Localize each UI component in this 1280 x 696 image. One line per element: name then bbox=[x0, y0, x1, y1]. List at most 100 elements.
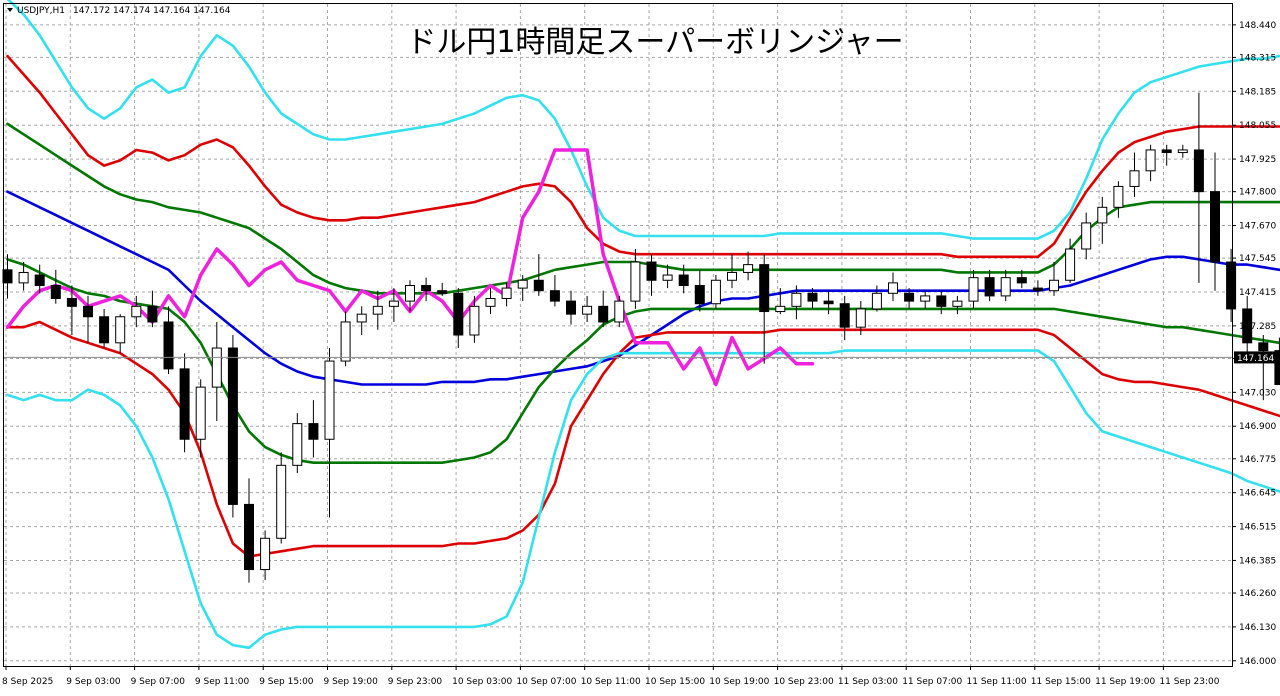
y-tick-label-11: 147.030 bbox=[1239, 388, 1276, 398]
candle-body bbox=[631, 262, 640, 301]
candle-body bbox=[341, 322, 350, 361]
y-tick-label-18: 146.130 bbox=[1239, 623, 1276, 633]
candle-body bbox=[856, 309, 865, 327]
current-price-label: 147.164 bbox=[1237, 354, 1274, 364]
x-tick-label-4: 9 Sep 15:00 bbox=[259, 677, 314, 687]
y-tick-label-5: 147.800 bbox=[1239, 188, 1276, 198]
candle-body bbox=[228, 348, 237, 504]
x-tick-label-15: 11 Sep 11:00 bbox=[967, 677, 1027, 687]
candle-body bbox=[438, 291, 447, 294]
candle-body bbox=[325, 361, 334, 439]
y-tick-label-13: 146.775 bbox=[1239, 455, 1276, 465]
candle-body bbox=[1066, 249, 1075, 280]
candle-body bbox=[406, 285, 415, 301]
x-tick-label-5: 9 Sep 19:00 bbox=[324, 677, 379, 687]
y-tick-label-17: 146.260 bbox=[1239, 589, 1276, 599]
candle-body bbox=[261, 538, 270, 569]
candle-body bbox=[889, 283, 898, 293]
x-tick-label-17: 11 Sep 19:00 bbox=[1095, 677, 1155, 687]
candle-body bbox=[711, 280, 720, 303]
candle-body bbox=[212, 348, 221, 387]
candle-body bbox=[84, 306, 93, 316]
candle-body bbox=[872, 293, 881, 309]
candle-body bbox=[1082, 223, 1091, 249]
candle-body bbox=[196, 387, 205, 439]
ohlc-label: 147.172 147.174 147.164 147.164 bbox=[73, 6, 231, 16]
x-tick-label-9: 10 Sep 11:00 bbox=[581, 677, 641, 687]
candle-body bbox=[679, 275, 688, 285]
y-tick-label-4: 147.925 bbox=[1239, 155, 1276, 165]
candle-body bbox=[550, 291, 559, 301]
candle-body bbox=[1114, 186, 1123, 207]
candle-body bbox=[1130, 171, 1139, 187]
candle-body bbox=[1001, 278, 1010, 296]
candle-body bbox=[695, 285, 704, 303]
candle-body bbox=[148, 306, 157, 322]
candle-body bbox=[808, 293, 817, 301]
candle-body bbox=[19, 272, 28, 282]
y-tick-label-2: 148.185 bbox=[1239, 87, 1276, 97]
candle-body bbox=[309, 424, 318, 440]
candle-body bbox=[164, 322, 173, 369]
symbol-label: USDJPY,H1 bbox=[17, 6, 65, 16]
candle-17 bbox=[277, 452, 286, 543]
candle-body bbox=[1227, 262, 1236, 309]
y-tick-label-9: 147.285 bbox=[1239, 322, 1276, 332]
candle-body bbox=[470, 306, 479, 335]
candle-body bbox=[1050, 280, 1059, 290]
y-tick-label-12: 146.900 bbox=[1239, 422, 1276, 432]
candle-body bbox=[615, 301, 624, 322]
candle-body bbox=[1194, 150, 1203, 192]
x-tick-label-6: 9 Sep 23:00 bbox=[388, 677, 443, 687]
candle-body bbox=[373, 306, 382, 314]
x-tick-label-16: 11 Sep 15:00 bbox=[1031, 677, 1091, 687]
x-tick-label-11: 10 Sep 19:00 bbox=[709, 677, 769, 687]
candle-body bbox=[357, 314, 366, 322]
candle-body bbox=[454, 293, 463, 335]
x-tick-label-12: 10 Sep 23:00 bbox=[774, 677, 834, 687]
candle-body bbox=[518, 280, 527, 288]
candle-body bbox=[1211, 192, 1220, 262]
y-tick-label-3: 148.055 bbox=[1239, 121, 1276, 131]
candle-body bbox=[180, 369, 189, 439]
x-tick-label-18: 11 Sep 23:00 bbox=[1159, 677, 1219, 687]
candle-body bbox=[51, 285, 60, 298]
candle-body bbox=[985, 278, 994, 296]
x-tick-label-14: 11 Sep 07:00 bbox=[902, 677, 962, 687]
candle-body bbox=[100, 317, 109, 343]
y-tick-label-1: 148.315 bbox=[1239, 53, 1276, 63]
candle-body bbox=[969, 278, 978, 301]
candle-body bbox=[486, 299, 495, 307]
candle-body bbox=[1098, 207, 1107, 223]
candle-14 bbox=[228, 335, 237, 517]
candle-body bbox=[760, 265, 769, 312]
candle-body bbox=[840, 304, 849, 327]
x-tick-label-1: 9 Sep 03:00 bbox=[66, 677, 121, 687]
y-tick-label-14: 146.645 bbox=[1239, 489, 1276, 499]
candle-body bbox=[67, 299, 76, 307]
candle-body bbox=[1146, 150, 1155, 171]
y-tick-label-7: 147.545 bbox=[1239, 254, 1276, 264]
candle-body bbox=[132, 306, 141, 316]
candle-body bbox=[953, 301, 962, 306]
candle-body bbox=[599, 306, 608, 322]
y-tick-label-15: 146.515 bbox=[1239, 523, 1276, 533]
candle-body bbox=[1033, 288, 1042, 291]
candle-body bbox=[1017, 278, 1026, 283]
candle-body bbox=[422, 285, 431, 290]
candle-body bbox=[567, 301, 576, 314]
candle-body bbox=[116, 317, 125, 343]
candle-body bbox=[3, 270, 12, 283]
y-tick-label-19: 146.000 bbox=[1239, 657, 1276, 667]
x-tick-label-7: 10 Sep 03:00 bbox=[452, 677, 512, 687]
chart-header: USDJPY,H1 147.172 147.174 147.164 147.164 bbox=[17, 6, 231, 16]
chart-title: ドル円1時間足スーパーボリンジャー bbox=[406, 25, 903, 60]
candle-body bbox=[921, 296, 930, 301]
candle-body bbox=[35, 275, 44, 285]
candle-body bbox=[583, 306, 592, 314]
x-tick-label-8: 10 Sep 07:00 bbox=[516, 677, 576, 687]
candle-body bbox=[1178, 150, 1187, 153]
candle-body bbox=[1259, 343, 1268, 351]
x-tick-label-3: 9 Sep 11:00 bbox=[195, 677, 250, 687]
